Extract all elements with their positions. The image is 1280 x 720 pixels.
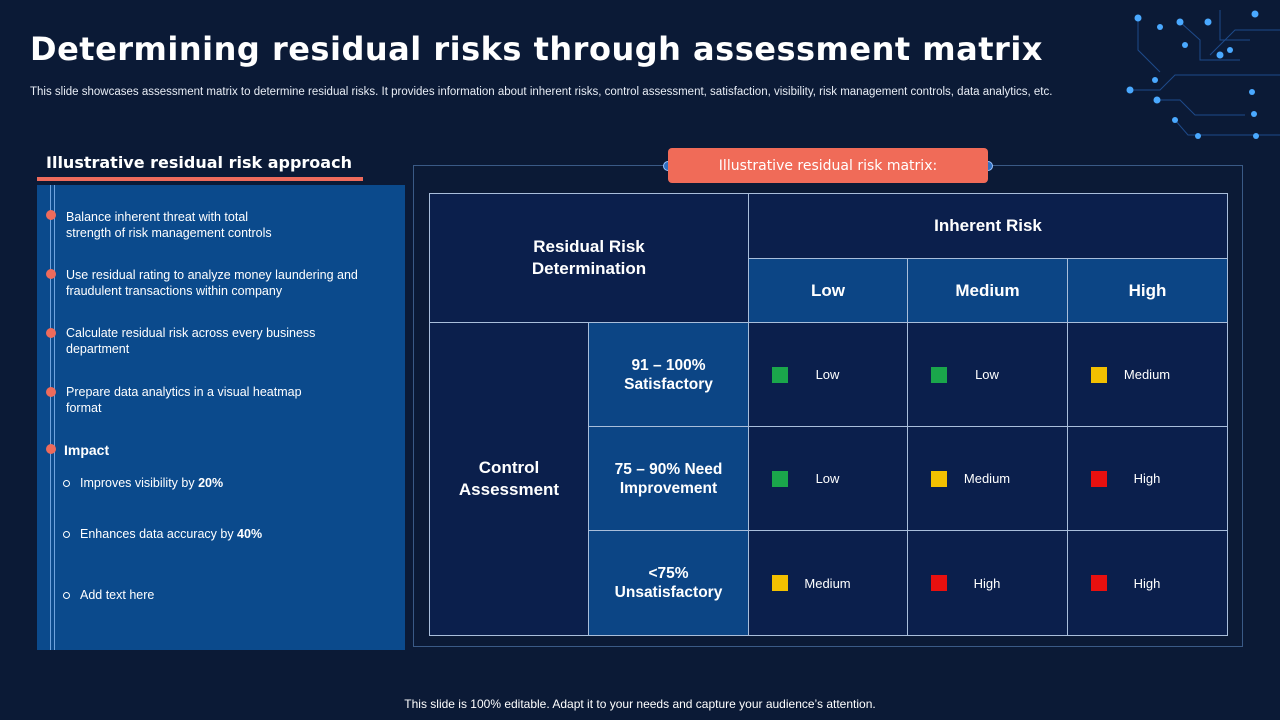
risk-level-square — [931, 470, 948, 487]
risk-level-square — [931, 366, 948, 383]
corner-header: Residual Risk Determination — [428, 193, 750, 323]
timeline-line — [54, 185, 55, 650]
risk-level-square — [1091, 470, 1108, 487]
inherent-risk-header: Inherent Risk — [748, 193, 1229, 259]
risk-matrix: Residual Risk Determination Inherent Ris… — [428, 193, 1229, 636]
bullet-item: Balance inherent threat with total stren… — [66, 210, 272, 240]
impact-title: Impact — [64, 442, 110, 458]
connector-line — [413, 165, 668, 166]
matrix-cell: Medium — [1067, 322, 1229, 427]
risk-level-square — [1091, 366, 1108, 383]
bullet-item: Use residual rating to analyze money lau… — [66, 268, 358, 298]
circle-bullet-icon — [63, 480, 70, 488]
left-title-underline — [37, 177, 363, 181]
column-header-low: Low — [748, 258, 909, 323]
timeline-line — [50, 185, 51, 650]
impact-item: Enhances data accuracy by 40% — [63, 527, 262, 541]
bullet-dot — [46, 328, 56, 338]
bullet-dot — [46, 210, 56, 220]
column-header-medium: Medium — [907, 258, 1069, 323]
matrix-cell: Medium — [907, 426, 1069, 531]
bullet-dot — [46, 444, 56, 454]
bullet-item: Prepare data analytics in a visual heatm… — [66, 385, 302, 415]
matrix-cell: Low — [748, 426, 909, 531]
impact-item: Improves visibility by 20% — [63, 476, 223, 490]
risk-level-square — [931, 575, 948, 591]
risk-level-square — [772, 366, 789, 383]
bullet-dot — [46, 387, 56, 397]
left-panel-title: Illustrative residual risk approach — [46, 153, 352, 172]
row-header: 75 – 90% Need Improvement — [587, 426, 750, 531]
circle-bullet-icon — [63, 592, 70, 600]
risk-level-square — [772, 575, 789, 591]
row-header: <75% Unsatisfactory — [587, 530, 750, 636]
matrix-cell: Medium — [748, 530, 909, 636]
page-subtitle: This slide showcases assessment matrix t… — [30, 86, 1053, 98]
circuit-decoration — [1126, 10, 1280, 139]
approach-panel: Balance inherent threat with total stren… — [37, 185, 405, 650]
matrix-label: Illustrative residual risk matrix: — [668, 148, 988, 183]
matrix-cell: High — [907, 530, 1069, 636]
circle-bullet-icon — [63, 531, 70, 539]
column-header-high: High — [1067, 258, 1229, 323]
matrix-cell: High — [1067, 426, 1229, 531]
footer-note: This slide is 100% editable. Adapt it to… — [404, 697, 876, 711]
impact-item: Add text here — [63, 588, 154, 602]
bullet-dot — [46, 269, 56, 279]
matrix-cell: High — [1067, 530, 1229, 636]
row-header: 91 – 100% Satisfactory — [587, 322, 750, 427]
matrix-cell: Low — [907, 322, 1069, 427]
page-title: Determining residual risks through asses… — [30, 30, 1043, 68]
matrix-cell: Low — [748, 322, 909, 427]
risk-level-square — [772, 470, 789, 487]
control-assessment-header: Control Assessment — [429, 322, 589, 636]
risk-level-square — [1091, 575, 1108, 591]
bullet-item: Calculate residual risk across every bus… — [66, 326, 316, 356]
